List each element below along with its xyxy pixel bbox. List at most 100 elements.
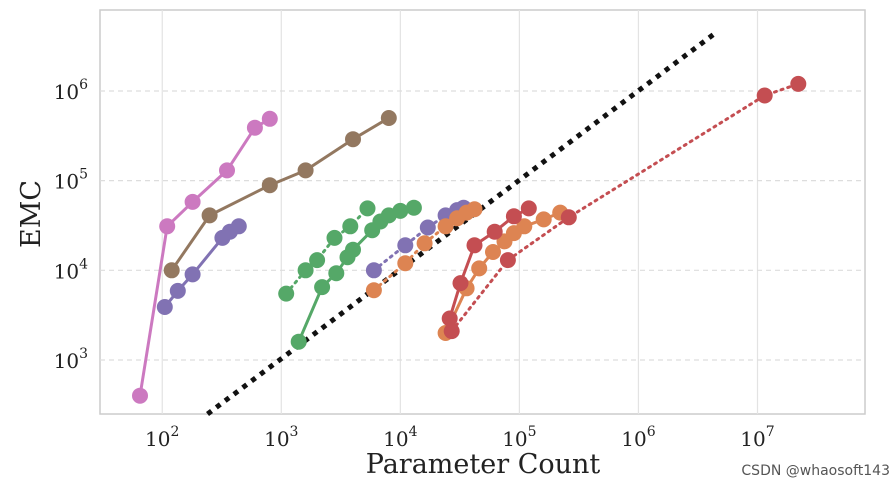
data-point (416, 235, 433, 252)
data-point (380, 110, 397, 126)
series-line (450, 82, 800, 333)
x-tick-base: 10 (621, 427, 646, 451)
y-tick-exponent: 5 (79, 167, 88, 183)
data-point (345, 131, 361, 148)
series-purple-small (156, 218, 247, 315)
y-tick-label: 103 (54, 346, 88, 373)
data-point (246, 119, 263, 136)
x-tick-label: 106 (621, 424, 655, 451)
series-green-b (278, 200, 376, 302)
data-point (342, 218, 359, 235)
x-axis-label: Parameter Count (366, 449, 601, 480)
data-point (156, 299, 173, 315)
data-point (278, 285, 295, 302)
x-tick-base: 10 (383, 427, 408, 451)
data-point (452, 275, 469, 292)
data-point (397, 255, 414, 272)
data-point (505, 208, 522, 225)
data-point (219, 162, 235, 179)
x-tick-exponent: 7 (766, 424, 775, 440)
x-tick-exponent: 3 (290, 424, 299, 440)
data-point (261, 110, 278, 127)
x-tick-exponent: 2 (171, 424, 180, 440)
y-tick-label: 105 (54, 167, 88, 194)
data-point (560, 209, 577, 226)
data-point (314, 279, 331, 296)
x-tick-label: 103 (264, 424, 298, 451)
data-point (397, 237, 414, 254)
data-point (359, 200, 376, 217)
y-tick-base: 10 (54, 170, 79, 194)
data-point (169, 282, 186, 299)
data-point (466, 201, 483, 218)
x-tick-label: 102 (145, 424, 179, 451)
data-point (441, 310, 458, 327)
series-red-b (443, 75, 807, 340)
data-point (392, 202, 409, 219)
watermark: CSDN @whaosoft143 (741, 463, 890, 479)
data-point (297, 162, 314, 179)
data-point (756, 87, 773, 104)
y-axis-label: EMC (16, 180, 47, 248)
x-tick-base: 10 (502, 427, 527, 451)
series-brown (163, 110, 397, 279)
data-point (132, 387, 148, 404)
data-point (485, 244, 501, 260)
series-pink (132, 110, 278, 404)
data-point (261, 177, 278, 194)
reference-line (206, 30, 718, 416)
data-point (184, 266, 201, 283)
y-tick-base: 10 (54, 349, 79, 373)
data-point (345, 241, 361, 258)
series-red-a (441, 200, 537, 327)
series-orange-a (365, 201, 483, 299)
series-green-a (290, 199, 422, 350)
data-point (516, 218, 533, 235)
y-tick-exponent: 6 (79, 77, 88, 93)
x-tick-exponent: 4 (409, 424, 418, 440)
y-tick-label: 104 (54, 256, 88, 283)
data-point (309, 252, 326, 269)
reference-line-path (206, 30, 718, 416)
data-point (201, 207, 218, 224)
x-tick-base: 10 (740, 427, 765, 451)
x-tick-label: 105 (502, 424, 536, 451)
y-tick-exponent: 3 (79, 346, 88, 362)
plot-area (99, 9, 866, 415)
data-point (520, 200, 537, 217)
x-tick-exponent: 5 (528, 424, 537, 440)
x-tick-exponent: 6 (647, 424, 656, 440)
y-tick-base: 10 (54, 259, 79, 283)
grid-lines (100, 10, 865, 414)
data-point (290, 333, 307, 350)
data-point (471, 260, 488, 277)
data-point (790, 75, 807, 92)
data-point (297, 262, 314, 279)
data-point (466, 237, 483, 254)
data-point (437, 218, 454, 235)
x-tick-base: 10 (264, 427, 289, 451)
data-series (132, 75, 807, 404)
x-tick-label: 107 (740, 424, 774, 451)
data-point (443, 323, 460, 340)
series-purple-large (365, 199, 472, 279)
data-point (405, 199, 422, 216)
data-point (486, 223, 503, 240)
data-point (535, 211, 552, 228)
x-tick-label: 104 (383, 424, 417, 451)
data-point (159, 218, 176, 235)
data-point (499, 252, 516, 269)
data-point (419, 219, 436, 236)
data-point (184, 193, 201, 210)
data-point (328, 265, 345, 282)
data-point (163, 262, 180, 279)
data-point (230, 218, 247, 235)
y-tick-exponent: 4 (79, 256, 88, 272)
y-tick-label: 106 (54, 77, 88, 104)
data-point (365, 282, 382, 299)
x-tick-base: 10 (145, 427, 170, 451)
y-tick-base: 10 (54, 80, 79, 104)
data-point (326, 229, 343, 246)
